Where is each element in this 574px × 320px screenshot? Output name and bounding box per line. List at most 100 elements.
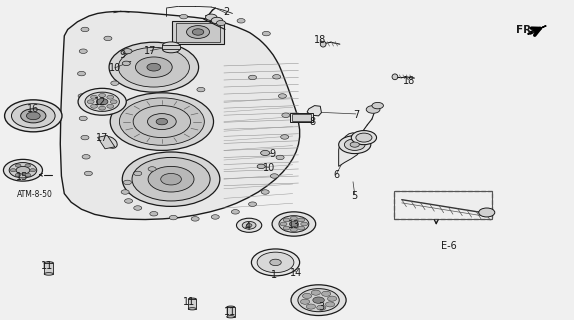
Text: 10: 10 bbox=[262, 163, 275, 173]
Circle shape bbox=[307, 304, 316, 309]
Circle shape bbox=[15, 173, 21, 177]
Ellipse shape bbox=[103, 137, 117, 148]
Circle shape bbox=[197, 87, 205, 92]
Circle shape bbox=[107, 104, 114, 108]
Circle shape bbox=[205, 14, 217, 20]
Circle shape bbox=[313, 297, 324, 303]
Circle shape bbox=[121, 190, 129, 194]
Circle shape bbox=[281, 135, 289, 139]
Circle shape bbox=[30, 169, 36, 172]
Circle shape bbox=[211, 17, 223, 24]
Circle shape bbox=[192, 29, 204, 35]
Text: FR.: FR. bbox=[516, 25, 536, 35]
Text: 15: 15 bbox=[15, 172, 28, 182]
Circle shape bbox=[272, 212, 316, 236]
Text: 10: 10 bbox=[108, 63, 121, 74]
Text: 5: 5 bbox=[352, 191, 358, 201]
Circle shape bbox=[125, 199, 133, 203]
Text: 8: 8 bbox=[309, 116, 315, 127]
Circle shape bbox=[79, 116, 87, 121]
Circle shape bbox=[328, 296, 337, 301]
Circle shape bbox=[85, 92, 119, 111]
Bar bbox=[188, 299, 196, 309]
Text: 13: 13 bbox=[288, 220, 301, 230]
Circle shape bbox=[81, 27, 89, 32]
Circle shape bbox=[298, 289, 339, 312]
Circle shape bbox=[351, 131, 377, 145]
Circle shape bbox=[11, 104, 55, 128]
Circle shape bbox=[302, 293, 312, 299]
Circle shape bbox=[122, 152, 220, 206]
Circle shape bbox=[261, 190, 269, 194]
Circle shape bbox=[257, 252, 294, 273]
Ellipse shape bbox=[188, 298, 196, 300]
Polygon shape bbox=[307, 106, 321, 116]
Circle shape bbox=[84, 171, 92, 176]
Text: 7: 7 bbox=[353, 110, 359, 120]
Ellipse shape bbox=[44, 273, 53, 275]
Circle shape bbox=[3, 159, 42, 181]
Circle shape bbox=[249, 75, 257, 80]
Circle shape bbox=[25, 173, 31, 177]
Circle shape bbox=[366, 106, 380, 113]
Polygon shape bbox=[528, 26, 546, 34]
Circle shape bbox=[236, 218, 262, 232]
Text: 17: 17 bbox=[144, 46, 157, 56]
Circle shape bbox=[107, 95, 114, 99]
Circle shape bbox=[25, 164, 31, 167]
Circle shape bbox=[132, 157, 210, 201]
Ellipse shape bbox=[162, 46, 180, 53]
Bar bbox=[290, 113, 313, 122]
Ellipse shape bbox=[44, 262, 53, 264]
Bar bbox=[172, 21, 224, 44]
Bar bbox=[227, 307, 235, 317]
Circle shape bbox=[187, 26, 210, 38]
Text: 17: 17 bbox=[96, 133, 108, 143]
Bar bbox=[44, 263, 53, 274]
Circle shape bbox=[123, 180, 131, 185]
Circle shape bbox=[21, 109, 46, 123]
Text: E-6: E-6 bbox=[441, 241, 457, 251]
Text: 14: 14 bbox=[290, 268, 302, 278]
Circle shape bbox=[119, 98, 204, 145]
Bar bbox=[98, 135, 115, 149]
Circle shape bbox=[122, 61, 130, 66]
Circle shape bbox=[262, 31, 270, 36]
Ellipse shape bbox=[227, 306, 235, 308]
Circle shape bbox=[9, 163, 37, 178]
Circle shape bbox=[96, 99, 108, 105]
Circle shape bbox=[291, 285, 346, 316]
Circle shape bbox=[180, 14, 188, 19]
Bar bbox=[162, 45, 180, 49]
Circle shape bbox=[273, 75, 281, 79]
Text: 9: 9 bbox=[120, 50, 126, 60]
Text: 11: 11 bbox=[183, 297, 196, 308]
Circle shape bbox=[134, 171, 142, 176]
Text: 11: 11 bbox=[41, 261, 53, 271]
Circle shape bbox=[148, 166, 194, 192]
Text: 11: 11 bbox=[223, 307, 236, 317]
Circle shape bbox=[211, 215, 219, 219]
Circle shape bbox=[311, 290, 320, 295]
Circle shape bbox=[339, 136, 371, 154]
Circle shape bbox=[81, 135, 89, 140]
Circle shape bbox=[290, 216, 297, 220]
Text: 2: 2 bbox=[224, 7, 230, 17]
Circle shape bbox=[278, 94, 286, 98]
Circle shape bbox=[134, 206, 142, 210]
Circle shape bbox=[104, 36, 112, 41]
Text: 16: 16 bbox=[26, 104, 39, 114]
Circle shape bbox=[237, 19, 245, 23]
Circle shape bbox=[87, 100, 94, 104]
Circle shape bbox=[216, 20, 226, 26]
Bar bbox=[176, 23, 220, 42]
Circle shape bbox=[261, 150, 270, 156]
Bar bbox=[394, 191, 492, 219]
Circle shape bbox=[150, 212, 158, 216]
Circle shape bbox=[78, 94, 86, 98]
Circle shape bbox=[356, 133, 372, 142]
Circle shape bbox=[270, 174, 278, 178]
Circle shape bbox=[135, 57, 172, 77]
Circle shape bbox=[161, 173, 181, 185]
Text: 1: 1 bbox=[272, 270, 277, 280]
